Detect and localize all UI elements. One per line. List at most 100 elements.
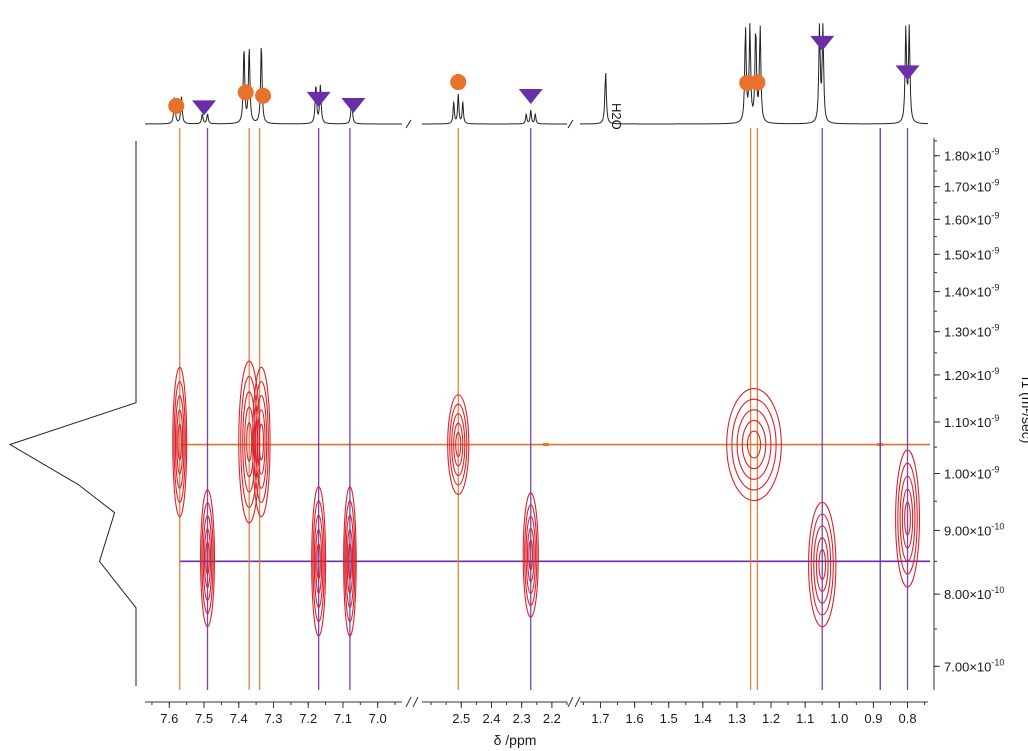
spectrum-segment-2 (422, 94, 567, 125)
contour-4-5 (205, 541, 210, 576)
x-tick-label: 1.3 (728, 711, 746, 726)
contour-10-5 (818, 549, 827, 581)
contour-4-2 (201, 502, 214, 615)
x-tick-label: 2.4 (482, 711, 500, 726)
y-tick-label: 8.00×10-10 (944, 585, 1004, 602)
circle-marker-10 (749, 74, 766, 91)
axis-break-mark (412, 696, 419, 708)
contour-10-3 (813, 525, 832, 604)
contour-5-3 (313, 514, 324, 609)
contour-4-4 (203, 528, 212, 589)
triangle-marker-8 (518, 89, 543, 105)
y-tick-label: 1.30×10-9 (944, 323, 999, 340)
triangle-marker-6 (341, 97, 366, 113)
circle-marker-3 (237, 84, 254, 101)
axis-break-mark (574, 696, 581, 708)
proton-spectrum-trace (145, 23, 929, 125)
y-tick-label: 1.20×10-9 (944, 366, 999, 383)
y-tick-label: 1.00×10-9 (944, 464, 999, 481)
y-axis-title: f1 (m²/sec) (1019, 377, 1028, 444)
contour-8-2 (524, 504, 538, 606)
contour-4-3 (202, 515, 213, 602)
contour-8-5 (528, 539, 534, 571)
x-tick-label: 2.2 (543, 711, 561, 726)
x-tick-label: 1.5 (660, 711, 678, 726)
x-tick-label: 7.3 (264, 711, 282, 726)
y-tick-label: 9.00×10-10 (944, 521, 1004, 538)
contour-3-4 (257, 409, 266, 475)
contour-11-2 (897, 462, 918, 575)
x-tick-label: 7.5 (195, 711, 213, 726)
y-tick-label: 1.10×10-9 (944, 413, 999, 430)
x-tick-label: 7.1 (334, 711, 352, 726)
x-tick-label: 7.4 (230, 711, 248, 726)
contour-8-4 (526, 527, 535, 583)
y-tick-label: 1.40×10-9 (944, 283, 999, 300)
circle-marker-7 (450, 74, 467, 91)
circle-marker-4 (255, 87, 272, 104)
x-tick-label: 2.3 (513, 711, 531, 726)
axis-break-mark (405, 696, 412, 708)
x-tick-label: 1.4 (694, 711, 712, 726)
diffusion-guide-lines (179, 128, 930, 690)
contour-11-3 (899, 475, 916, 562)
triangle-marker-12 (895, 65, 920, 81)
x-tick-label: 1.2 (762, 711, 780, 726)
circle-marker-1 (168, 97, 185, 114)
h2o-label: H2O (609, 103, 624, 130)
contour-5-1 (311, 486, 327, 637)
x-tick-label: 2.5 (452, 711, 470, 726)
axis-break-mark (567, 696, 574, 708)
projection-path (8, 140, 137, 686)
y-tick-label: 1.60×10-9 (944, 210, 999, 227)
contour-5-2 (312, 500, 325, 623)
contour-11-5 (904, 501, 911, 536)
contour-10-1 (808, 501, 837, 628)
contour-6-5 (347, 542, 352, 580)
contour-2-5 (246, 422, 253, 462)
contour-4-1 (200, 489, 216, 628)
spectrum-segment-3 (579, 23, 929, 125)
contour-9-4 (741, 419, 767, 470)
x-tick-label: 0.9 (864, 711, 882, 726)
contour-10-2 (810, 513, 834, 616)
contour-10-4 (815, 537, 829, 592)
contour-3-3 (255, 395, 268, 489)
y-tick-label: 1.50×10-9 (944, 245, 999, 262)
triangle-marker-2 (192, 100, 217, 116)
contour-7-2 (449, 403, 468, 486)
contour-5-5 (316, 542, 321, 580)
contour-1-3 (174, 395, 185, 489)
triangle-marker-11 (810, 35, 835, 51)
contour-9-1 (726, 387, 782, 502)
contour-9-5 (746, 430, 762, 459)
contour-5-4 (315, 528, 323, 595)
x-tick-label: 7.2 (299, 711, 317, 726)
x-tick-label: 7.0 (369, 711, 387, 726)
contour-9-2 (731, 398, 777, 491)
contour-9-3 (736, 409, 772, 480)
contour-6-3 (345, 514, 355, 609)
y-tick-label: 1.70×10-9 (944, 178, 999, 195)
x-tick-label: 7.6 (160, 711, 178, 726)
contour-6-4 (346, 528, 354, 595)
x-axis-title: δ /ppm (494, 732, 537, 748)
contour-6-2 (344, 500, 356, 623)
triangle-marker-5 (306, 91, 331, 107)
y-tick-label: 1.80×10-9 (944, 147, 999, 164)
contour-1-1 (172, 366, 188, 518)
contour-2-4 (244, 406, 255, 478)
contour-1-4 (176, 409, 184, 475)
diffusion-projection-trace (8, 140, 137, 686)
x-tick-label: 1.6 (626, 711, 644, 726)
contour-7-3 (451, 413, 466, 476)
contour-6-1 (343, 486, 357, 637)
x-tick-label: 1.1 (796, 711, 814, 726)
x-tick-label: 0.8 (898, 711, 916, 726)
x-tick-label: 1.7 (591, 711, 609, 726)
contour-8-3 (525, 515, 536, 595)
contour-3-5 (258, 423, 264, 461)
chart-axes: 7.6 7.5 7.4 7.3 7.2 7.1 7.0 2.5 2.4 2.3 2.2 1.7 1.6 1… (145, 119, 1004, 726)
spectrum-segment-1 (145, 47, 403, 125)
